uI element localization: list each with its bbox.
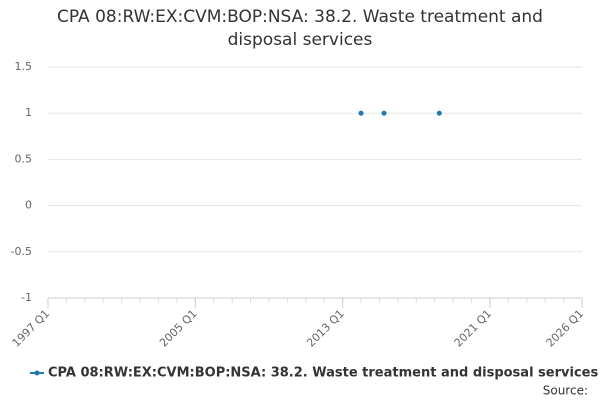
x-tick-label: 2013 Q1: [304, 307, 347, 350]
y-tick-label: 1.5: [15, 60, 33, 73]
y-tick-label: -0.5: [11, 245, 32, 258]
data-point: [358, 110, 364, 116]
legend-marker: [34, 370, 40, 376]
x-tick-label: 1997 Q1: [10, 307, 53, 350]
y-tick-label: 0: [25, 199, 32, 212]
x-tick-label: 2021 Q1: [452, 307, 495, 350]
y-tick-label: 0.5: [15, 152, 33, 165]
y-tick-label: -1: [21, 291, 32, 304]
y-tick-label: 1: [25, 106, 32, 119]
legend-label: CPA 08:RW:EX:CVM:BOP:NSA: 38.2. Waste tr…: [48, 366, 598, 381]
x-tick-label: 2026 Q1: [544, 307, 587, 350]
chart-title: CPA 08:RW:EX:CVM:BOP:NSA: 38.2. Waste tr…: [57, 7, 543, 50]
x-tick-label: 2005 Q1: [157, 307, 200, 350]
source: Source:: [543, 384, 588, 398]
data-point: [381, 110, 387, 116]
data-point: [436, 110, 442, 116]
